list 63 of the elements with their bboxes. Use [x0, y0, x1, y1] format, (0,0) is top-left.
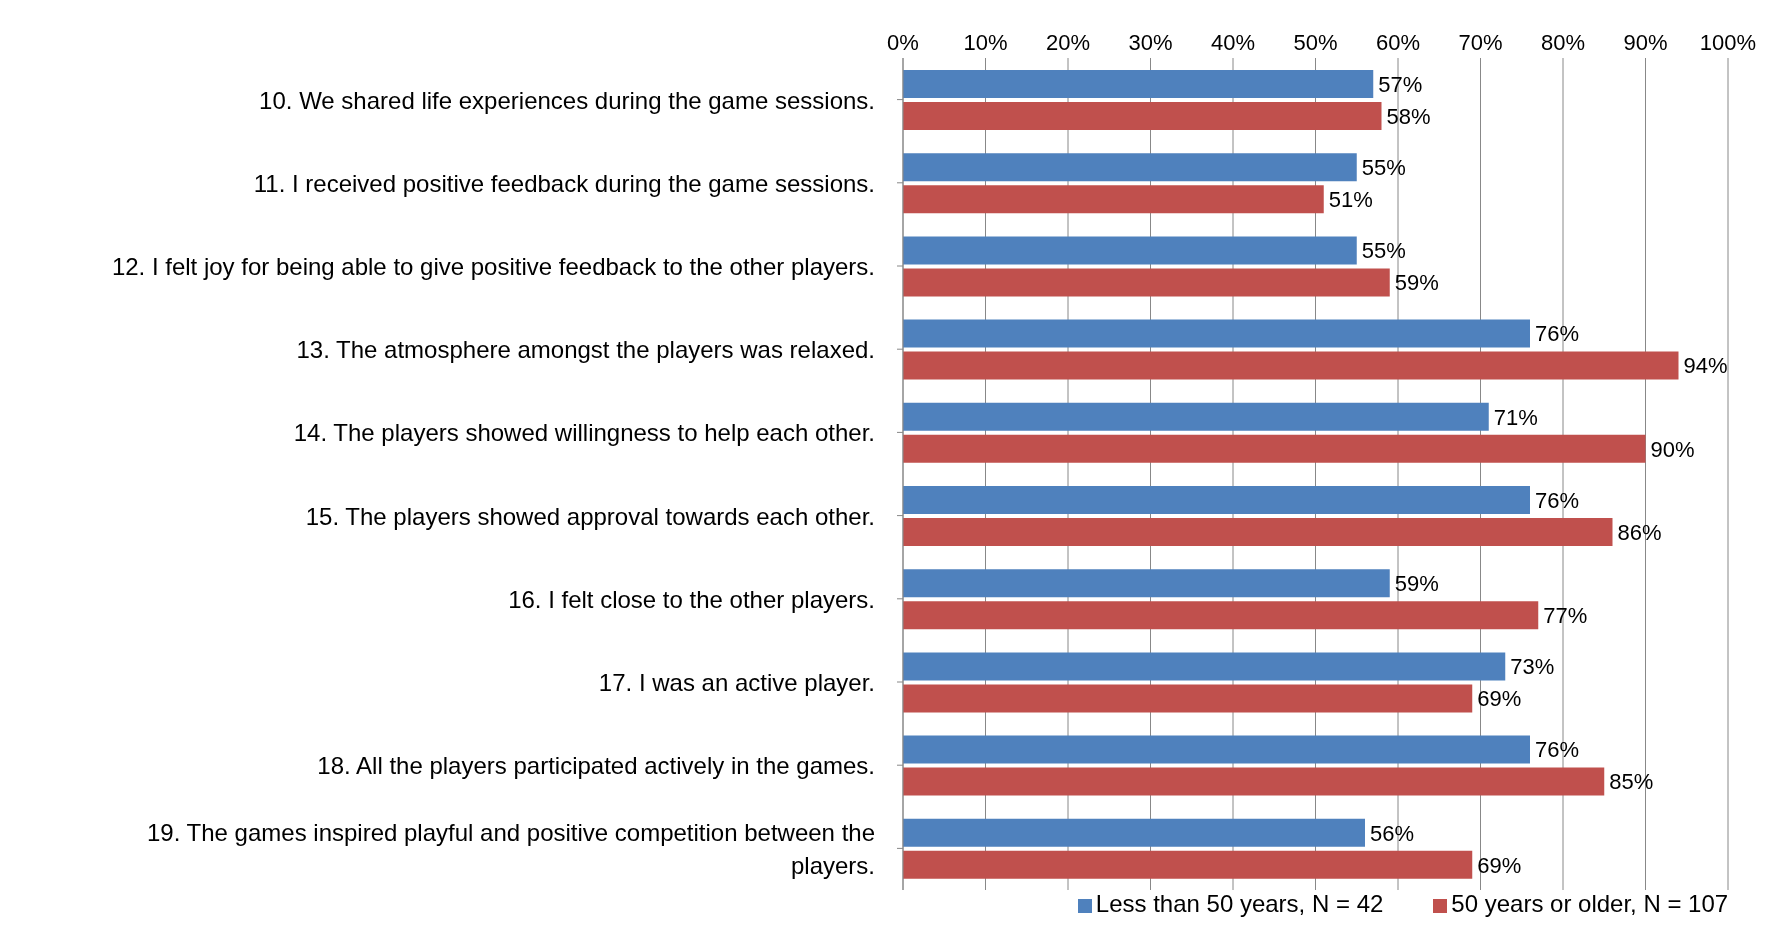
data-label: 69% — [1477, 852, 1522, 878]
x-tick-label: 20% — [1045, 30, 1091, 55]
bar — [903, 402, 1489, 431]
x-tick-label: 90% — [1623, 30, 1668, 55]
data-label: 55% — [1361, 238, 1406, 264]
bar — [903, 351, 1679, 380]
x-tick-label: 60% — [1375, 30, 1421, 55]
data-label: 59% — [1394, 571, 1439, 597]
bar — [903, 652, 1506, 681]
data-label: 86% — [1617, 519, 1662, 545]
bar — [903, 518, 1613, 546]
y-tick-label: 12. I felt joy for being able to give positive feedback to the other players. — [111, 252, 875, 280]
bar — [903, 70, 1374, 98]
bar — [903, 236, 1357, 265]
bar — [903, 434, 1646, 463]
y-tick-label: 17. I was an active player. — [598, 668, 875, 696]
bar — [903, 185, 1324, 214]
bar — [903, 818, 1365, 847]
x-tick-label: 10% — [963, 30, 1008, 55]
bar — [903, 102, 1382, 130]
y-tick-label: 19. The games inspired playful and positive competition between the players. — [146, 818, 875, 879]
y-tick-label: 11. I received positive feedback during the game sessions. — [253, 169, 875, 197]
y-tick-label: 18. All the players participated actively in the games. — [317, 751, 875, 779]
y-tick-label: 16. I felt close to the other players. — [508, 585, 875, 613]
bar — [903, 319, 1530, 348]
data-label: 76% — [1535, 487, 1580, 513]
x-tick-label: 80% — [1540, 30, 1586, 55]
bar — [903, 767, 1605, 796]
x-tick-label: 0% — [887, 30, 919, 55]
data-label: 76% — [1535, 321, 1580, 347]
y-tick-label: 15. The players showed approval towards each other. — [305, 502, 875, 530]
data-label: 55% — [1361, 155, 1406, 181]
data-label: 59% — [1394, 270, 1439, 296]
data-label: 76% — [1535, 737, 1580, 763]
data-label: 71% — [1493, 404, 1538, 430]
bar — [903, 486, 1530, 514]
x-tick-label: 50% — [1293, 30, 1338, 55]
y-tick-label: 10. We shared life experiences during the game sessions. — [259, 86, 875, 114]
bar — [903, 735, 1530, 764]
bar — [903, 850, 1473, 879]
y-tick-label: 13. The atmosphere amongst the players was relaxed. — [296, 335, 875, 363]
data-label: 56% — [1370, 820, 1415, 846]
data-label: 85% — [1609, 769, 1654, 795]
data-label: 90% — [1650, 436, 1695, 462]
bar — [903, 569, 1390, 598]
data-label: 57% — [1378, 71, 1423, 97]
y-tick-label: 14. The players showed willingness to help each other. — [293, 418, 875, 446]
x-tick-label: 30% — [1128, 30, 1173, 55]
data-label: 58% — [1386, 103, 1431, 129]
bar — [903, 601, 1539, 630]
data-label: 77% — [1543, 603, 1588, 629]
data-label: 73% — [1510, 654, 1555, 680]
bar — [903, 268, 1390, 297]
bar — [903, 153, 1357, 182]
legend-label: Less than 50 years, N = 42 — [1095, 890, 1384, 917]
bar — [903, 684, 1473, 713]
x-tick-label: 40% — [1210, 30, 1256, 55]
data-label: 94% — [1683, 353, 1728, 379]
data-label: 69% — [1477, 686, 1522, 712]
x-tick-label: 70% — [1458, 30, 1503, 55]
data-label: 51% — [1328, 187, 1373, 213]
x-tick-label: 100% — [1699, 30, 1757, 55]
legend-label: 50 years or older, N = 107 — [1451, 890, 1729, 917]
